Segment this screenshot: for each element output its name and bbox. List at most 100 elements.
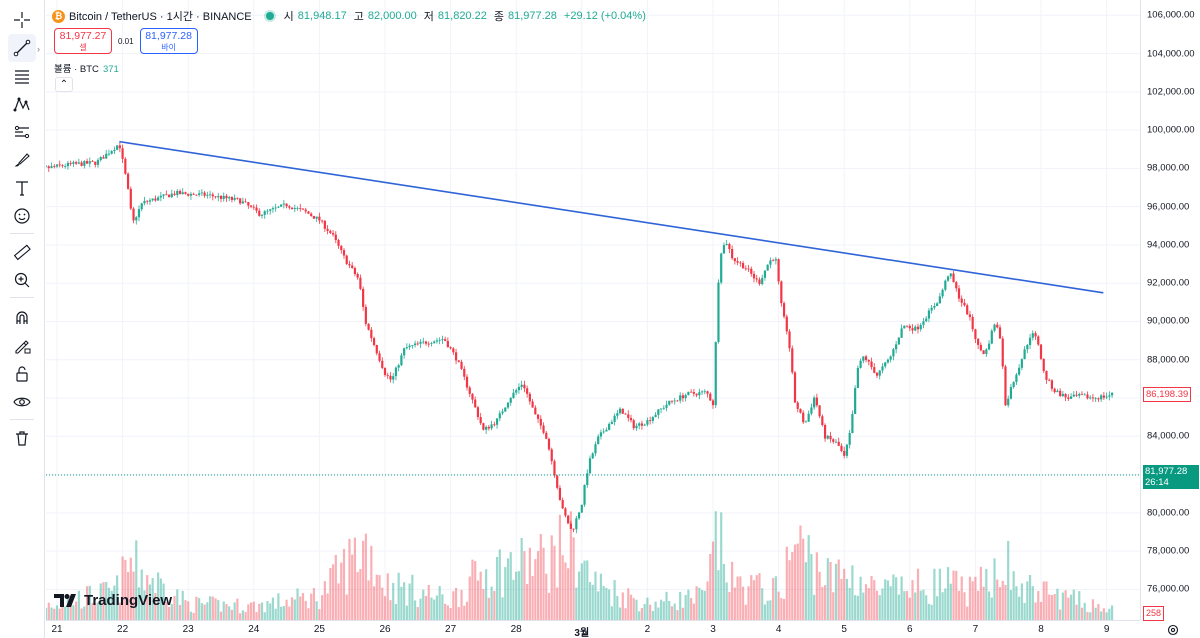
candle-body xyxy=(1031,333,1034,338)
volume-bar xyxy=(107,587,111,620)
candle-body xyxy=(605,429,608,432)
candle-body xyxy=(990,330,993,344)
volume-bar xyxy=(58,608,61,620)
order-panel: 81,977.27 셀 0.01 81,977.28 바이 xyxy=(54,28,198,54)
candlestick-chart[interactable] xyxy=(46,0,1140,620)
candle-body xyxy=(952,273,955,283)
volume-bar xyxy=(903,591,906,620)
volume-bar xyxy=(881,588,884,620)
price-axis[interactable]: 106,000.00 104,000.00 102,000.00 100,000.00… xyxy=(1140,0,1200,621)
candle-body xyxy=(430,343,433,345)
volume-bar xyxy=(463,605,466,620)
chart-pane[interactable]: ₿ Bitcoin / TetherUS · 1시간 · BINANCE 시 81… xyxy=(46,0,1140,620)
volume-bar xyxy=(263,612,266,620)
candle-body xyxy=(143,200,146,204)
symbol-legend[interactable]: ₿ Bitcoin / TetherUS · 1시간 · BINANCE 시 81… xyxy=(52,8,649,24)
zoom-in-icon[interactable] xyxy=(8,266,36,294)
candle-body xyxy=(241,201,244,204)
volume-bar xyxy=(936,596,939,620)
emoji-icon[interactable] xyxy=(8,202,36,230)
candle-body xyxy=(788,331,791,349)
volume-bar xyxy=(1015,586,1018,620)
sell-button[interactable]: 81,977.27 셀 xyxy=(54,28,112,54)
candle-body xyxy=(711,400,715,406)
lock-icon[interactable] xyxy=(8,360,36,388)
volume-bar xyxy=(963,592,966,620)
volume-legend[interactable]: 볼륨 · BTC 371 xyxy=(54,61,119,75)
volume-bar xyxy=(892,574,895,620)
volume-bar xyxy=(449,608,452,620)
ruler-icon[interactable] xyxy=(8,238,36,266)
magnet-icon[interactable] xyxy=(8,304,36,332)
candle-body xyxy=(446,340,449,348)
pattern-icon[interactable] xyxy=(8,90,36,118)
candle-body xyxy=(1080,393,1084,395)
candle-body xyxy=(465,376,469,388)
settings-gear-icon[interactable] xyxy=(1166,623,1180,637)
candle-body xyxy=(506,402,510,408)
volume-bar xyxy=(468,576,471,620)
brush-icon[interactable] xyxy=(8,146,36,174)
volume-bar xyxy=(605,587,608,620)
candle-body xyxy=(823,425,827,439)
candle-body xyxy=(277,206,280,208)
crosshair-icon[interactable] xyxy=(8,6,36,34)
buy-price: 81,977.28 xyxy=(145,30,192,42)
candle-body xyxy=(875,372,879,376)
candle-body xyxy=(129,188,132,209)
volume-bar xyxy=(897,594,900,620)
volume-bar xyxy=(996,579,999,620)
candle-body xyxy=(722,245,726,254)
volume-bar xyxy=(895,577,898,620)
text-icon[interactable] xyxy=(8,174,36,202)
projection-icon[interactable] xyxy=(8,118,36,146)
candle-body xyxy=(646,420,649,425)
candle-body xyxy=(362,288,365,307)
volume-bar xyxy=(531,576,534,620)
collapse-legend-button[interactable]: ⌃ xyxy=(55,77,73,92)
candle-body xyxy=(274,207,277,209)
candle-body xyxy=(99,157,102,161)
price-tick-label: 98,000.00 xyxy=(1147,162,1190,174)
volume-bar xyxy=(490,586,493,620)
eye-icon[interactable] xyxy=(8,388,36,416)
toolbar-divider xyxy=(10,233,34,234)
candle-body xyxy=(217,195,220,198)
volume-bar xyxy=(946,567,950,620)
time-tick-label: 23 xyxy=(182,624,194,635)
candle-body xyxy=(539,418,542,426)
candle-body xyxy=(394,367,398,377)
candle-body xyxy=(1056,390,1059,393)
volume-bar xyxy=(46,607,48,620)
time-axis[interactable]: 21 22 23 24 25 26 27 28 3월 2 3 4 5 6 7 8 9 xyxy=(46,620,1140,638)
volume-bar xyxy=(649,604,652,620)
volume-bar xyxy=(506,558,510,620)
candle-body xyxy=(654,414,657,417)
symbol-title[interactable]: Bitcoin / TetherUS · 1시간 · BINANCE xyxy=(69,11,252,23)
candle-body xyxy=(545,432,548,439)
volume-bar xyxy=(416,607,419,620)
candle-body xyxy=(137,209,141,218)
chevron-right-icon[interactable]: › xyxy=(37,44,40,54)
candle-body xyxy=(556,475,559,488)
volume-bar xyxy=(977,590,980,620)
candle-body xyxy=(151,198,154,201)
volume-bar xyxy=(851,565,854,620)
candle-body xyxy=(873,367,876,373)
volume-bar xyxy=(755,575,758,620)
candle-body xyxy=(583,484,586,505)
buy-button[interactable]: 81,977.28 바이 xyxy=(139,28,198,54)
volume-bar xyxy=(651,610,654,620)
drawing-toolbar: › xyxy=(0,0,45,638)
candle-body xyxy=(927,310,931,319)
last-price-value: 81,977.28 xyxy=(1145,466,1188,477)
fib-icon[interactable] xyxy=(8,62,36,90)
toolbar-divider xyxy=(10,419,34,420)
lock-drawing-icon[interactable] xyxy=(8,332,36,360)
tradingview-watermark[interactable]: TradingView xyxy=(54,592,172,609)
trendline-icon[interactable] xyxy=(8,34,36,62)
volume-bar xyxy=(523,551,526,620)
trash-icon[interactable] xyxy=(8,424,36,452)
volume-bar xyxy=(200,603,203,620)
candle-body xyxy=(643,424,646,426)
